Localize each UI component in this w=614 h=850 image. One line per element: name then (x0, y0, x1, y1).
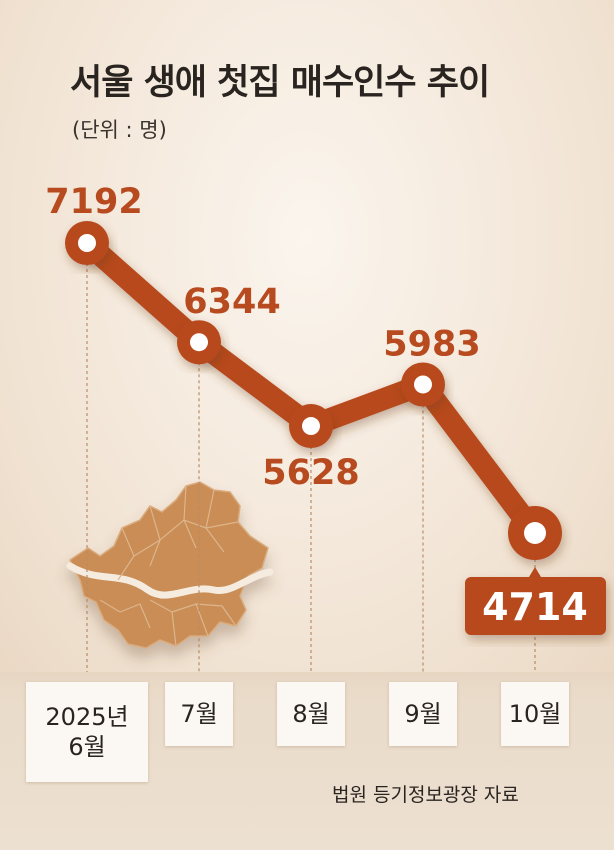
x-axis-label: 2025년 6월 (26, 682, 148, 782)
unit-label: (단위 : 명) (72, 118, 167, 142)
x-axis-label: 10월 (501, 682, 569, 746)
data-point (508, 506, 562, 560)
x-axis-label: 7월 (165, 682, 233, 746)
callout-box (465, 577, 606, 635)
data-point-center (414, 375, 432, 394)
highlight-value-box: 4714 (465, 567, 606, 635)
chart-title: 서울 생애 첫집 매수인수 추이 (70, 63, 490, 103)
data-point-center (78, 234, 96, 252)
data-point (401, 362, 445, 407)
data-point-center (524, 522, 546, 544)
data-point (289, 404, 333, 449)
value-label: 6344 (183, 282, 280, 322)
data-point (177, 320, 221, 365)
value-label: 5628 (262, 453, 359, 493)
value-label: 5983 (383, 324, 480, 364)
seoul-map-illustration (66, 481, 274, 649)
x-axis-label: 9월 (389, 682, 457, 746)
data-point (65, 221, 109, 265)
x-axis-label: 8월 (277, 682, 345, 746)
data-point-center (302, 417, 320, 436)
data-point-center (190, 333, 208, 352)
source-note: 법원 등기정보광장 자료 (332, 784, 519, 806)
value-label: 4714 (482, 585, 588, 629)
callout-pointer (529, 567, 541, 577)
value-label: 7192 (45, 182, 142, 222)
